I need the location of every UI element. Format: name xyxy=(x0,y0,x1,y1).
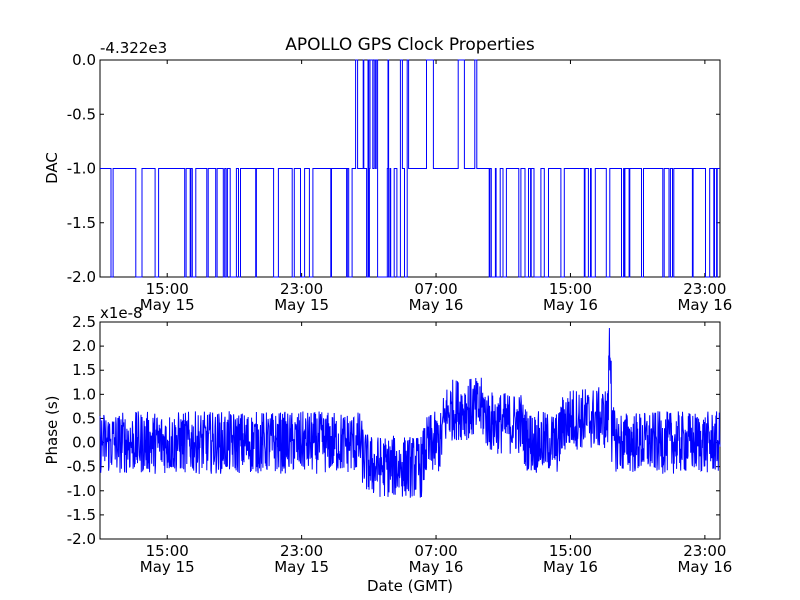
dac-xtick-time: 23:00 xyxy=(280,280,323,298)
phase-xtick-date: May 16 xyxy=(677,558,732,576)
dac-series-line xyxy=(100,59,720,278)
phase-ytick-label: 0.5 xyxy=(72,409,96,427)
phase-ytick-label: 1.0 xyxy=(72,385,96,403)
phase-ytick-label: -0.5 xyxy=(67,458,96,476)
phase-ytick-label: -1.0 xyxy=(67,482,96,500)
figure-title: APOLLO GPS Clock Properties xyxy=(285,35,535,55)
phase-xtick-date: May 15 xyxy=(274,558,329,576)
phase-xtick-time: 23:00 xyxy=(280,542,323,560)
dac-xtick-time: 15:00 xyxy=(549,280,592,298)
phase-ytick-label: 2.0 xyxy=(72,337,96,355)
phase-panel: x1e-8 Phase (s) Date (GMT) -2.0 -1.5 -1.0 -… xyxy=(43,304,732,595)
dac-ytick-label: 0.0 xyxy=(72,51,96,69)
phase-ytick-label: 2.5 xyxy=(72,313,96,331)
phase-ytick-label: -1.5 xyxy=(67,506,96,524)
phase-xtick-time: 07:00 xyxy=(414,542,457,560)
phase-y-axis-label: Phase (s) xyxy=(43,395,61,464)
dac-xtick-time: 07:00 xyxy=(414,280,457,298)
dac-xtick-date: May 15 xyxy=(140,296,195,314)
dac-xtick-time: 15:00 xyxy=(146,280,189,298)
dac-ytick-label: -1.0 xyxy=(67,160,96,178)
dac-offset-label: -4.322e3 xyxy=(100,39,167,57)
phase-offset-label: x1e-8 xyxy=(100,304,143,322)
dac-ytick-label: -1.5 xyxy=(67,214,96,232)
phase-xtick-time: 15:00 xyxy=(146,542,189,560)
phase-xtick-date: May 16 xyxy=(543,558,598,576)
phase-xtick-time: 23:00 xyxy=(683,542,726,560)
phase-ytick-label: 0.0 xyxy=(72,434,96,452)
dac-ytick-label: -0.5 xyxy=(67,105,96,123)
dac-y-axis-label: DAC xyxy=(43,152,61,184)
dac-xtick-date: May 15 xyxy=(274,296,329,314)
dac-xtick-date: May 16 xyxy=(543,296,598,314)
phase-xtick-time: 15:00 xyxy=(549,542,592,560)
dac-xtick-date: May 16 xyxy=(677,296,732,314)
dac-panel: -4.322e3 DAC -2.0-1.5-1.0-0.50.015:00May… xyxy=(43,39,732,314)
phase-xtick-date: May 16 xyxy=(409,558,464,576)
dac-xtick-time: 23:00 xyxy=(683,280,726,298)
dac-ytick-label: -2.0 xyxy=(67,268,96,286)
phase-xtick-date: May 15 xyxy=(140,558,195,576)
x-axis-label: Date (GMT) xyxy=(367,577,453,595)
phase-ytick-label: -2.0 xyxy=(67,530,96,548)
dac-xtick-date: May 16 xyxy=(409,296,464,314)
phase-ytick-label: 1.5 xyxy=(72,361,96,379)
phase-series-line xyxy=(99,327,721,498)
